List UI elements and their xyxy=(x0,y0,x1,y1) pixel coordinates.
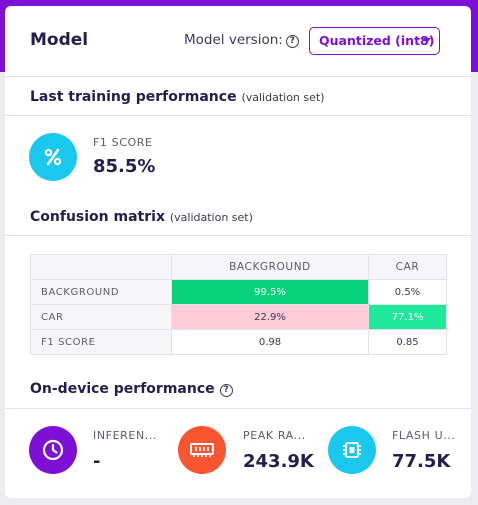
confusion-title: Confusion matrix xyxy=(30,209,165,225)
row-header: BACKGROUND xyxy=(30,279,172,305)
table-row: F1 SCORE 0.98 0.85 xyxy=(30,329,448,355)
training-title: Last training performance xyxy=(30,89,237,105)
chip-icon xyxy=(328,426,376,474)
inference-label: INFEREN... xyxy=(93,429,158,442)
card-header: Model Model version:? Quantized (int8) xyxy=(5,6,471,77)
divider xyxy=(5,115,471,116)
corner-cell xyxy=(30,254,172,280)
matrix-cell: 0.98 xyxy=(171,329,369,355)
divider xyxy=(5,408,471,409)
peak-ram-value: 243.9K xyxy=(243,451,314,472)
f1-score-value: 85.5% xyxy=(93,156,156,177)
divider xyxy=(5,235,471,236)
flash-usage-value: 77.5K xyxy=(392,451,451,472)
row-header: CAR xyxy=(30,304,172,330)
peak-ram-label: PEAK RA... xyxy=(243,429,306,442)
training-subtitle: (validation set) xyxy=(241,91,325,104)
column-header: BACKGROUND xyxy=(171,254,369,280)
model-version-label: Model version:? xyxy=(184,32,299,48)
percent-icon xyxy=(29,133,77,181)
ondevice-section-title: On-device performance? xyxy=(30,381,233,397)
model-version-value: Quantized (int8) xyxy=(319,33,435,48)
confusion-subtitle: (validation set) xyxy=(169,211,253,224)
inference-value: - xyxy=(93,451,101,472)
matrix-cell: 0.85 xyxy=(367,329,448,355)
matrix-cell: 0.5% xyxy=(367,279,448,305)
f1-score-label: F1 SCORE xyxy=(93,136,153,149)
ondevice-title: On-device performance xyxy=(30,381,215,397)
clock-icon xyxy=(29,426,77,474)
help-icon[interactable]: ? xyxy=(219,384,233,397)
confusion-section-title: Confusion matrix (validation set) xyxy=(30,209,253,225)
memory-icon xyxy=(178,426,226,474)
table-row: BACKGROUND 99.5% 0.5% xyxy=(30,279,448,305)
matrix-cell: 77.1% xyxy=(367,304,448,330)
column-header: CAR xyxy=(367,254,448,280)
matrix-cell: 99.5% xyxy=(171,279,369,305)
card-title: Model xyxy=(30,30,89,50)
help-icon[interactable]: ? xyxy=(285,35,299,48)
matrix-cell: 22.9% xyxy=(171,304,369,330)
chevron-down-icon xyxy=(423,38,431,43)
model-card: Model Model version:? Quantized (int8) L… xyxy=(5,6,471,498)
table-header-row: BACKGROUND CAR xyxy=(30,254,448,280)
model-version-text: Model version: xyxy=(184,32,283,48)
model-version-select[interactable]: Quantized (int8) xyxy=(309,27,440,55)
flash-usage-label: FLASH U... xyxy=(392,429,456,442)
confusion-matrix-table: BACKGROUND CAR BACKGROUND 99.5% 0.5% CAR… xyxy=(30,254,448,355)
training-section-title: Last training performance (validation se… xyxy=(30,89,325,105)
table-row: CAR 22.9% 77.1% xyxy=(30,304,448,330)
row-header: F1 SCORE xyxy=(30,329,172,355)
